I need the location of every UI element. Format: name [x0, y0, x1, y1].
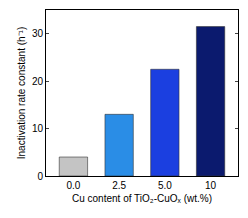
svg-text:0.0: 0.0	[66, 180, 80, 191]
svg-text:0: 0	[37, 171, 43, 182]
svg-text:Cu content of TiO₂-CuOₓ (wt.%): Cu content of TiO₂-CuOₓ (wt.%)	[72, 193, 212, 204]
svg-text:2.5: 2.5	[112, 180, 126, 191]
svg-text:30: 30	[32, 28, 44, 39]
svg-text:10: 10	[205, 180, 217, 191]
svg-text:5.0: 5.0	[158, 180, 172, 191]
svg-text:10: 10	[32, 123, 44, 134]
svg-text:Inactivation rate constant (h⁻: Inactivation rate constant (h⁻¹)	[16, 27, 27, 160]
svg-text:20: 20	[32, 76, 44, 87]
